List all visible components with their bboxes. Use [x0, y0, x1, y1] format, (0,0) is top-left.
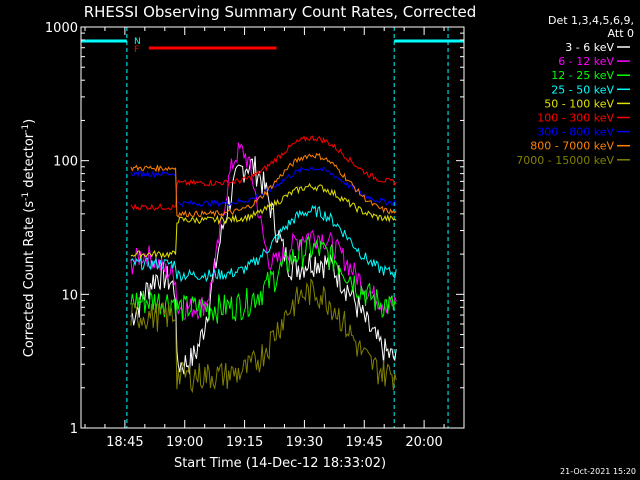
series-line [130, 135, 397, 211]
flag-label: F [134, 45, 139, 55]
legend-entry: 25 - 50 keV [551, 83, 614, 96]
legend-entry: 100 - 300 keV [537, 112, 614, 125]
legend-entry: 6 - 12 keV [558, 55, 614, 68]
x-tick-label: 19:30 [286, 435, 323, 450]
series-line [130, 182, 397, 260]
legend-header-2: Att 0 [608, 27, 634, 40]
x-tick-label: 18:45 [106, 435, 143, 450]
y-tick-label: 100 [53, 155, 78, 170]
y-tick-label: 1 [70, 422, 78, 437]
series-line [130, 142, 397, 321]
series-line [130, 156, 397, 375]
legend-header-1: Det 1,3,4,5,6,9, [548, 14, 634, 27]
series-line [130, 166, 397, 208]
y-tick-label: 10 [61, 288, 78, 303]
legend-entry: 50 - 100 keV [544, 97, 614, 110]
series-line [130, 277, 397, 394]
x-tick-label: 19:15 [226, 435, 263, 450]
series-line [130, 152, 397, 218]
y-tick-label: 1000 [45, 21, 78, 36]
x-axis: 18:45 19:00 19:15 19:30 19:45 20:00 [84, 27, 465, 450]
night-label: N [134, 37, 141, 47]
legend-entry: 300 - 800 keV [537, 126, 614, 139]
x-tick-label: 19:45 [346, 435, 383, 450]
legend-entry: 3 - 6 keV [565, 41, 614, 54]
y-axis: 1 10 100 1000 [45, 21, 464, 437]
legend-entry: 800 - 7000 keV [530, 140, 614, 153]
y-axis-label: Corrected Count Rate (s-1 detector-1) [21, 119, 37, 357]
legend-entry: 12 - 25 keV [551, 69, 614, 82]
series-line [130, 234, 397, 324]
x-axis-label: Start Time (14-Dec-12 18:33:02) [174, 456, 386, 471]
legend-entry: 7000 - 15000 keV [516, 154, 614, 167]
x-tick-label: 19:00 [166, 435, 203, 450]
x-tick-label: 20:00 [405, 435, 442, 450]
series-line [130, 204, 397, 283]
footer-timestamp: 21-Oct-2021 15:20 [560, 467, 636, 476]
chart-title: RHESSI Observing Summary Count Rates, Co… [84, 3, 477, 21]
plot-area: NF [80, 27, 464, 428]
plot-frame [80, 26, 465, 429]
